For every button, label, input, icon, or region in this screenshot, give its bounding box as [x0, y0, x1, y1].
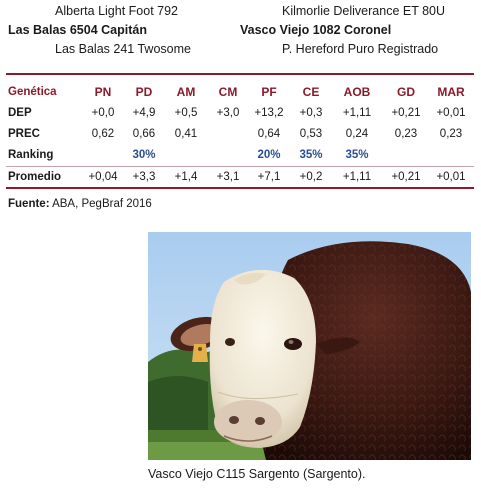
table-cell: 0,23	[439, 128, 463, 140]
right-animal: Vasco Viejo 1082 Coronel	[240, 23, 392, 37]
table-cell: +0,04	[88, 171, 118, 183]
table-cell: +3,3	[132, 171, 156, 183]
table-cell: +0,2	[299, 171, 323, 183]
table-cell: 30%	[132, 149, 156, 161]
col-header: AOB	[343, 85, 371, 99]
table-cell: +0,21	[391, 107, 421, 119]
table-cell: +7,1	[257, 171, 281, 183]
col-header: PN	[94, 85, 112, 99]
table-cell: 0,66	[132, 128, 156, 140]
table-cell: 0,62	[91, 128, 115, 140]
table-row-prec: PREC 0,62 0,66 0,41 0,64 0,53 0,24 0,23 …	[0, 124, 481, 144]
source-note: Fuente: ABA, PegBraf 2016	[8, 196, 152, 212]
left-sire: Alberta Light Foot 792	[55, 4, 178, 18]
row-label: DEP	[8, 107, 32, 119]
table-cell: +0,5	[174, 107, 198, 119]
table-cell: +0,01	[436, 107, 466, 119]
table-cell: +3,0	[216, 107, 240, 119]
table-cell: +0,0	[91, 107, 115, 119]
table-row-dep: DEP +0,0 +4,9 +0,5 +3,0 +13,2 +0,3 +1,11…	[0, 103, 481, 123]
col-header: CE	[302, 85, 320, 99]
table-cell: +3,1	[216, 171, 240, 183]
table-cell: +0,01	[436, 171, 466, 183]
table-header-row: Genética PN PD AM CM PF CE AOB GD MAR	[0, 82, 481, 102]
table-bottom-rule	[6, 187, 474, 189]
col-header: PF	[261, 85, 277, 99]
table-cell: 0,41	[174, 128, 198, 140]
photo-caption: Vasco Viejo C115 Sargento (Sargento).	[148, 467, 366, 481]
row-label: Promedio	[8, 171, 62, 183]
table-cell: 20%	[257, 149, 281, 161]
table-separator	[6, 166, 474, 167]
pedigree-block: Alberta Light Foot 792 Las Balas 6504 Ca…	[0, 3, 481, 61]
table-cell: +0,21	[391, 171, 421, 183]
right-dam: P. Hereford Puro Registrado	[282, 42, 439, 56]
table-cell: +0,3	[299, 107, 323, 119]
bull-photo	[148, 232, 471, 460]
source-text: ABA, PegBraf 2016	[49, 198, 152, 210]
left-dam: Las Balas 241 Twosome	[55, 42, 191, 56]
col-header: MAR	[437, 85, 465, 99]
table-cell: +1,11	[342, 107, 372, 119]
source-label: Fuente:	[8, 198, 50, 210]
table-cell: +1,4	[174, 171, 198, 183]
col-header: PD	[135, 85, 153, 99]
table-top-rule	[6, 73, 474, 75]
table-cell: 35%	[299, 149, 323, 161]
table-cell: 35%	[345, 149, 369, 161]
table-cell: +4,9	[132, 107, 156, 119]
row-label: PREC	[8, 128, 40, 140]
col-header: GD	[397, 85, 415, 99]
table-cell: 0,53	[299, 128, 323, 140]
table-header-label: Genética	[8, 86, 57, 98]
table-cell: 0,24	[345, 128, 369, 140]
right-sire: Kilmorlie Deliverance ET 80U	[282, 4, 446, 18]
col-header: AM	[176, 85, 196, 99]
table-cell: 0,23	[394, 128, 418, 140]
row-label: Ranking	[8, 149, 54, 161]
table-cell: +1,11	[342, 171, 372, 183]
left-animal: Las Balas 6504 Capitán	[8, 23, 147, 37]
table-cell: 0,64	[257, 128, 281, 140]
table-row-promedio: Promedio +0,04 +3,3 +1,4 +3,1 +7,1 +0,2 …	[0, 167, 481, 187]
table-row-ranking: Ranking 30% 20% 35% 35%	[0, 145, 481, 165]
table-cell: +13,2	[254, 107, 284, 119]
col-header: CM	[218, 85, 238, 99]
